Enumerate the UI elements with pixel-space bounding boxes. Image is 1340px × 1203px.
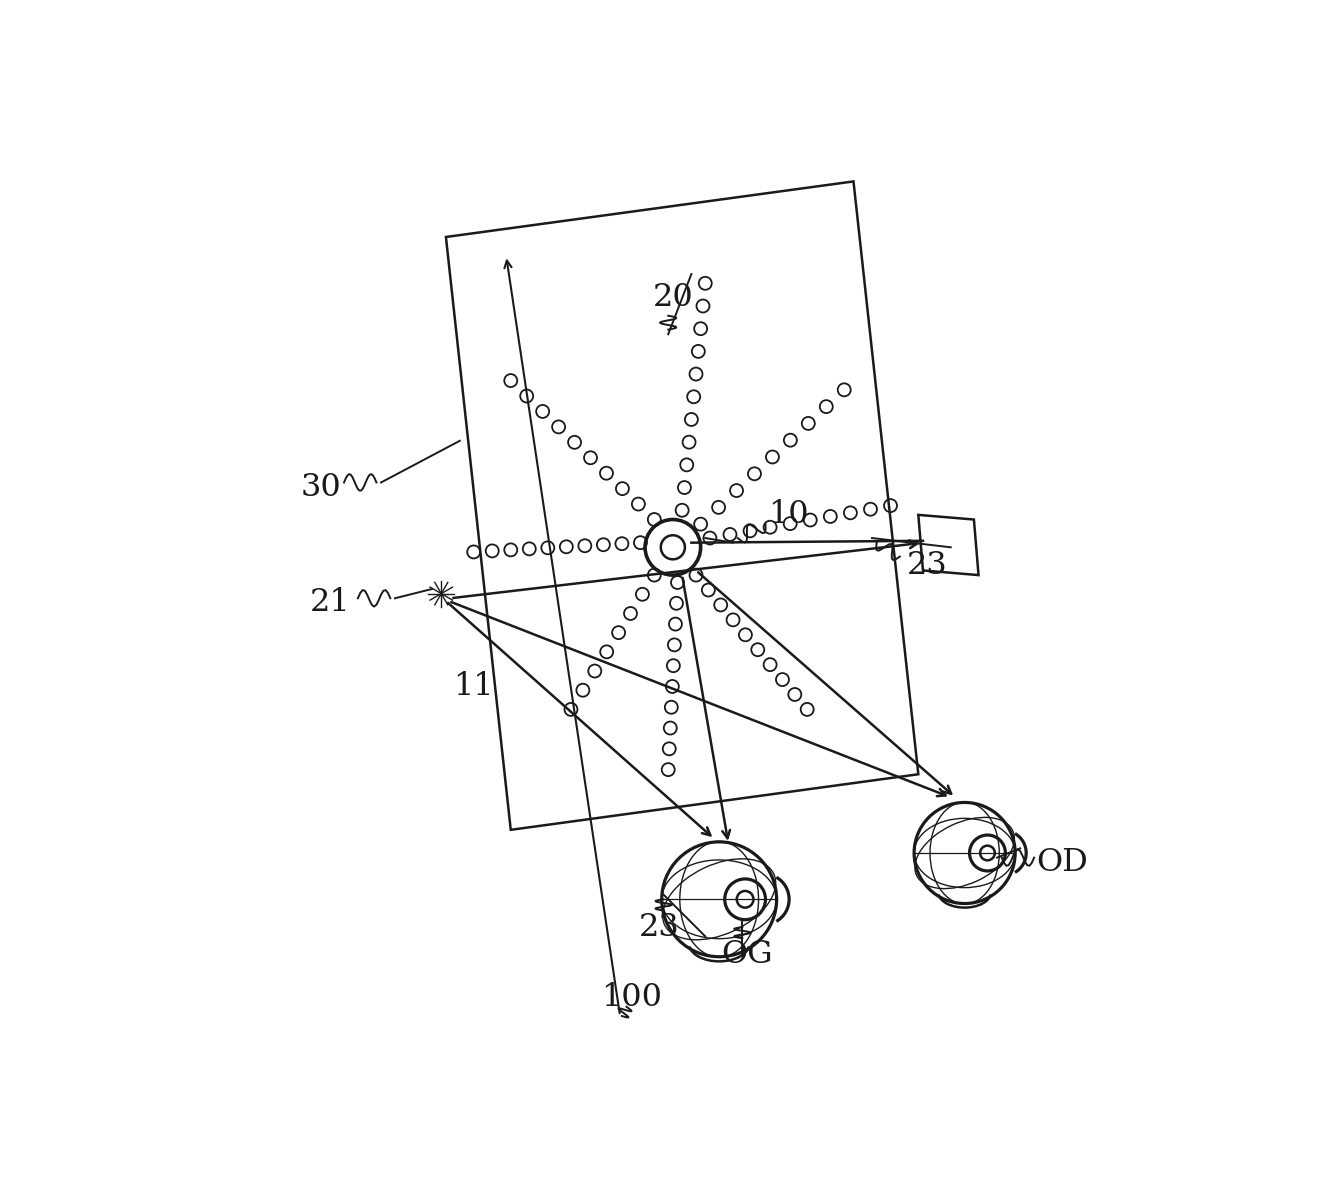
Text: 30: 30 xyxy=(300,472,342,503)
Text: 11: 11 xyxy=(453,671,494,701)
Text: 10: 10 xyxy=(768,499,809,531)
Text: 23: 23 xyxy=(639,912,679,943)
Text: 23: 23 xyxy=(907,550,947,581)
Text: 100: 100 xyxy=(600,982,662,1013)
Text: OG: OG xyxy=(721,940,773,971)
Text: OD: OD xyxy=(1036,847,1088,878)
Text: 21: 21 xyxy=(310,587,351,618)
Text: 20: 20 xyxy=(653,282,693,313)
